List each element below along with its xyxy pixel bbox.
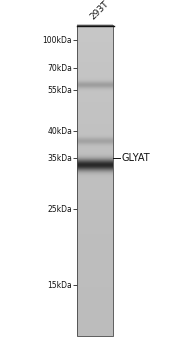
Text: 35kDa: 35kDa xyxy=(47,154,72,163)
Text: 293T: 293T xyxy=(89,0,111,21)
Text: 40kDa: 40kDa xyxy=(47,127,72,136)
Text: 25kDa: 25kDa xyxy=(47,205,72,214)
Text: GLYAT: GLYAT xyxy=(121,153,150,163)
Bar xyxy=(77,25,113,336)
Text: 70kDa: 70kDa xyxy=(47,64,72,73)
Text: 55kDa: 55kDa xyxy=(47,86,72,95)
Text: 100kDa: 100kDa xyxy=(43,36,72,45)
Text: 15kDa: 15kDa xyxy=(47,281,72,290)
